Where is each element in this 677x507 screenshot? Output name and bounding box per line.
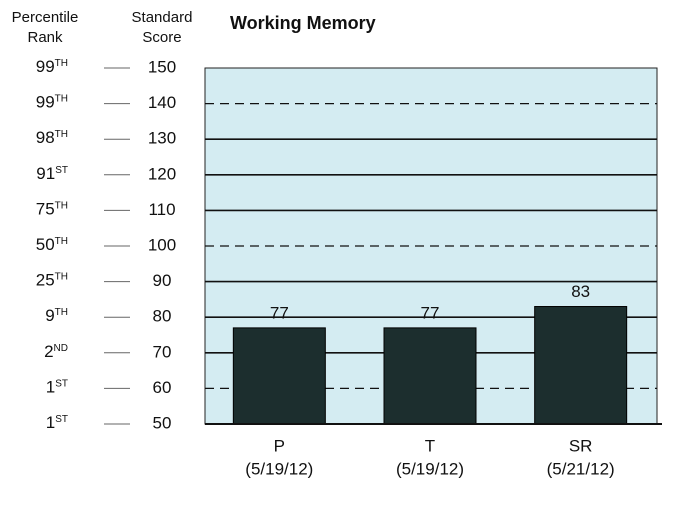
chart-title: Working Memory bbox=[230, 13, 376, 33]
y-tick-label: 110 bbox=[148, 200, 175, 219]
percentile-suffix: ND bbox=[54, 342, 68, 353]
x-tick-date: (5/19/12) bbox=[396, 459, 464, 478]
x-tick-label: SR bbox=[569, 436, 593, 455]
left-header: Percentile bbox=[12, 9, 79, 26]
y-tick-label: 130 bbox=[148, 129, 176, 148]
y-tick-label: 70 bbox=[153, 342, 172, 361]
x-tick-label: P bbox=[274, 436, 285, 455]
y-tick-label: 60 bbox=[153, 378, 172, 397]
percentile-suffix: TH bbox=[55, 129, 68, 140]
percentile-rank: 99TH bbox=[36, 93, 68, 112]
right-header: Standard bbox=[132, 9, 193, 26]
percentile-rank: 2ND bbox=[44, 342, 68, 361]
x-tick-date: (5/21/12) bbox=[547, 459, 615, 478]
x-tick-label: T bbox=[425, 436, 435, 455]
percentile-suffix: ST bbox=[55, 378, 68, 389]
y-tick-label: 90 bbox=[153, 271, 172, 290]
y-tick-label: 140 bbox=[148, 93, 176, 112]
y-tick-label: 50 bbox=[153, 413, 172, 432]
percentile-suffix: TH bbox=[55, 58, 68, 69]
percentile-number: 99 bbox=[36, 93, 55, 112]
y-tick-label: 150 bbox=[148, 57, 176, 76]
percentile-number: 9 bbox=[45, 307, 54, 326]
percentile-number: 98 bbox=[36, 129, 55, 148]
percentile-rank: 75TH bbox=[36, 200, 68, 219]
bar bbox=[534, 306, 628, 425]
percentile-number: 1 bbox=[46, 413, 55, 432]
percentile-suffix: TH bbox=[55, 93, 68, 104]
percentile-suffix: TH bbox=[55, 271, 68, 282]
percentile-rank: 1ST bbox=[46, 378, 68, 397]
percentile-number: 91 bbox=[36, 164, 55, 183]
value-label: 77 bbox=[270, 303, 289, 322]
percentile-suffix: ST bbox=[55, 414, 68, 425]
percentile-suffix: ST bbox=[55, 164, 68, 175]
percentile-number: 2 bbox=[44, 342, 53, 361]
y-tick-label: 100 bbox=[148, 235, 176, 254]
percentile-rank: 1ST bbox=[46, 413, 68, 432]
percentile-rank: 91ST bbox=[36, 164, 68, 183]
percentile-rank: 25TH bbox=[36, 271, 68, 290]
percentile-rank: 50TH bbox=[36, 235, 68, 254]
bar bbox=[232, 327, 326, 425]
percentile-suffix: TH bbox=[55, 307, 68, 318]
percentile-number: 25 bbox=[36, 271, 55, 290]
left-header: Rank bbox=[27, 29, 63, 46]
y-tick-label: 80 bbox=[153, 307, 172, 326]
value-label: 83 bbox=[571, 282, 590, 301]
percentile-rank: 9TH bbox=[45, 307, 68, 326]
right-header: Score bbox=[142, 29, 181, 46]
bar bbox=[383, 327, 477, 425]
percentile-number: 75 bbox=[36, 200, 55, 219]
percentile-rank: 99TH bbox=[36, 57, 68, 76]
percentile-rank: 98TH bbox=[36, 129, 68, 148]
percentile-number: 50 bbox=[36, 235, 55, 254]
percentile-number: 99 bbox=[36, 57, 55, 76]
percentile-suffix: TH bbox=[55, 200, 68, 211]
x-tick-date: (5/19/12) bbox=[245, 459, 313, 478]
percentile-suffix: TH bbox=[55, 236, 68, 247]
percentile-number: 1 bbox=[46, 378, 55, 397]
value-label: 77 bbox=[421, 303, 440, 322]
y-tick-label: 120 bbox=[148, 164, 176, 183]
